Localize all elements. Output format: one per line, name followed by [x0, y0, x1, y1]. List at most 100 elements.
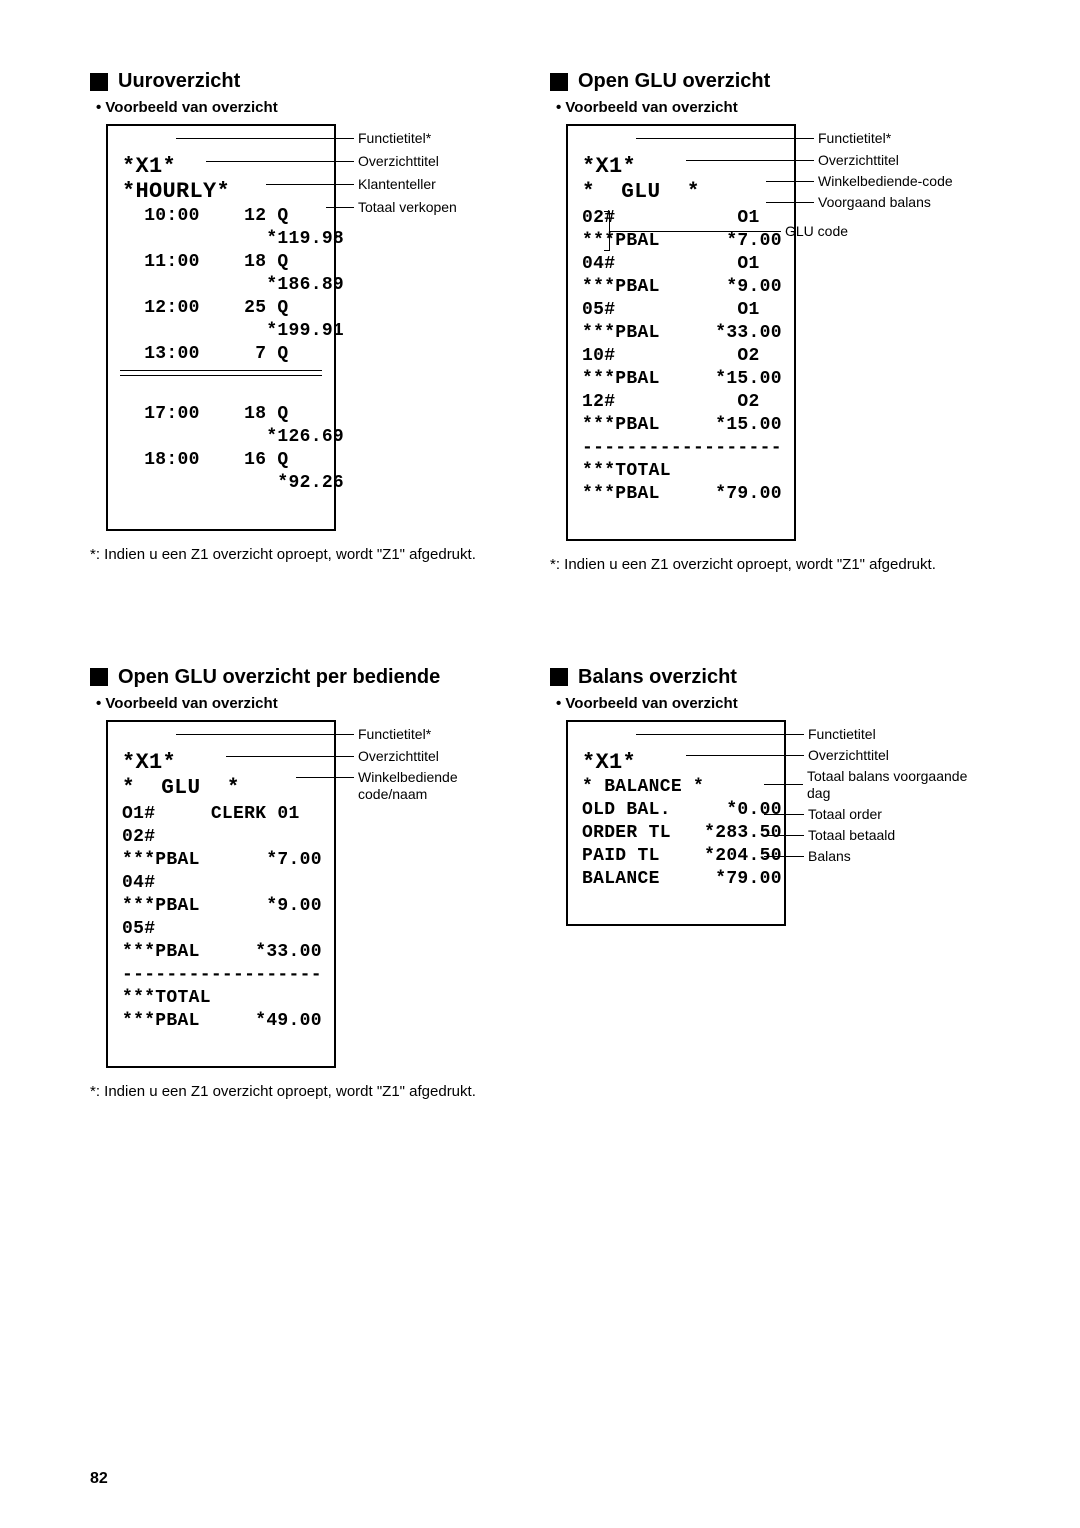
r3-l12: ***PBAL *49.00 — [122, 1011, 322, 1031]
r1-l4: *119.98 — [122, 229, 344, 249]
ann-row: Functietitel* — [176, 130, 457, 147]
square-bullet-icon — [90, 73, 108, 91]
r3-l6: 04# — [122, 873, 155, 893]
ann-overzichttitel: Overzichttitel — [358, 748, 439, 765]
annotations: Functietitel* Overzichttitel Klantentell… — [176, 130, 457, 216]
ann-overzichttitel: Overzichttitel — [818, 152, 899, 169]
r1-l7: 12:00 25 Q — [122, 298, 289, 318]
annotations: Functietitel Overzichttitel Totaal balan… — [636, 726, 990, 866]
ann-overzichttitel: Overzichttitel — [808, 747, 889, 764]
ann-overzichttitel: Overzichttitel — [358, 153, 439, 170]
subtitle: • Voorbeeld van overzicht — [556, 695, 990, 712]
section-open-glu-per-bediende: Open GLU overzicht per bediende • Voorbe… — [90, 666, 530, 1103]
note: *: Indien u een Z1 overzicht oproept, wo… — [90, 545, 480, 565]
annotations: Functietitel* Overzichttitel Winkelbedie… — [176, 726, 468, 803]
r2-l9: 10# O2 — [582, 346, 760, 366]
page-number: 82 — [90, 1470, 108, 1488]
subtitle: • Voorbeeld van overzicht — [556, 99, 990, 116]
r2-l15: ***PBAL *79.00 — [582, 484, 782, 504]
r2-l11: 12# O2 — [582, 392, 760, 412]
figure: *X1* * GLU * O1# CLERK 01 02# ***PBAL *7… — [106, 720, 530, 1068]
ann-row: Functietitel — [636, 726, 990, 743]
ann-winkelbediende-code: Winkelbediende-code — [818, 173, 953, 190]
ann-row: Balans — [636, 848, 990, 865]
r1-l11: 17:00 18 Q — [122, 404, 289, 424]
r1-l8: *199.91 — [122, 321, 344, 341]
ann-voorgaand-balans: Voorgaand balans — [818, 194, 931, 211]
note: *: Indien u een Z1 overzicht oproept, wo… — [90, 1082, 480, 1102]
square-bullet-icon — [550, 668, 568, 686]
r2-l1: *X1* — [582, 154, 636, 179]
ann-totaal-balans: Totaal balans voorgaande dag — [807, 768, 990, 802]
ann-totaal-betaald: Totaal betaald — [808, 827, 895, 844]
ann-row: Totaal balans voorgaande dag — [636, 768, 990, 802]
ann-functietitel: Functietitel* — [358, 726, 431, 743]
ann-functietitel: Functietitel — [808, 726, 876, 743]
ann-balans: Balans — [808, 848, 851, 865]
r1-l12: *126.69 — [122, 427, 344, 447]
section-balans-overzicht: Balans overzicht • Voorbeeld van overzic… — [550, 666, 990, 1103]
subtitle: • Voorbeeld van overzicht — [96, 99, 530, 116]
ann-row: Klantenteller — [176, 176, 457, 193]
section-title: Uuroverzicht — [90, 70, 530, 93]
ann-row: Totaal order — [636, 806, 990, 823]
r3-l7: ***PBAL *9.00 — [122, 896, 322, 916]
square-bullet-icon — [550, 73, 568, 91]
r2-l14: ***TOTAL — [582, 461, 671, 481]
ann-totaal-verkopen: Totaal verkopen — [358, 199, 457, 216]
title-text: Open GLU overzicht per bediende — [118, 666, 440, 689]
title-text: Uuroverzicht — [118, 70, 240, 93]
square-bullet-icon — [90, 668, 108, 686]
r3-l9: ***PBAL *33.00 — [122, 942, 322, 962]
ann-row: Functietitel* — [636, 130, 953, 147]
ann-functietitel: Functietitel* — [358, 130, 431, 147]
subtitle: • Voorbeeld van overzicht — [96, 695, 530, 712]
section-title: Open GLU overzicht — [550, 70, 990, 93]
r1-l5: 11:00 18 Q — [122, 252, 289, 272]
title-text: Open GLU overzicht — [578, 70, 770, 93]
note-text: *: Indien u een Z1 overzicht oproept, wo… — [90, 1082, 476, 1102]
r3-l10: ------------------ — [122, 965, 322, 985]
r3-l1: *X1* — [122, 750, 176, 775]
r3-l11: ***TOTAL — [122, 988, 211, 1008]
note: *: Indien u een Z1 overzicht oproept, wo… — [550, 555, 940, 575]
section-uuroverzicht: Uuroverzicht • Voorbeeld van overzicht *… — [90, 70, 530, 576]
r3-l3: O1# CLERK 01 — [122, 804, 300, 824]
r1-l6: *186.89 — [122, 275, 344, 295]
note-text: *: Indien u een Z1 overzicht oproept, wo… — [550, 555, 936, 575]
ann-row: Overzichttitel — [636, 152, 953, 169]
ann-totaal-order: Totaal order — [808, 806, 882, 823]
r2-l12: ***PBAL *15.00 — [582, 415, 782, 435]
title-text: Balans overzicht — [578, 666, 737, 689]
page-sections: Uuroverzicht • Voorbeeld van overzicht *… — [90, 70, 990, 1102]
r1-l9: 13:00 7 Q — [122, 344, 289, 364]
section-title: Open GLU overzicht per bediende — [90, 666, 530, 689]
ann-glu-code: GLU code — [785, 223, 848, 240]
ann-row: Voorgaand balans — [636, 194, 953, 211]
ann-row: Totaal verkopen — [176, 199, 457, 216]
figure: *X1* * GLU * 02# O1 ***PBAL *7.00 04# O1… — [566, 124, 990, 541]
ann-row: Overzichttitel — [636, 747, 990, 764]
ann-row: Totaal betaald — [636, 827, 990, 844]
r4-l1: *X1* — [582, 750, 636, 775]
ann-row: Winkelbediende-code — [636, 173, 953, 190]
ann-row: Overzichttitel — [176, 153, 457, 170]
r4-l6: BALANCE *79.00 — [582, 869, 782, 889]
ann-row: Overzichttitel — [176, 748, 468, 765]
ann-row: GLU code — [604, 211, 953, 251]
figure: *X1* * BALANCE * OLD BAL. *0.00 ORDER TL… — [566, 720, 990, 926]
annotations: Functietitel* Overzichttitel Winkelbedie… — [636, 130, 953, 251]
r2-l5: 04# O1 — [582, 254, 760, 274]
r1-l13: 18:00 16 Q — [122, 450, 289, 470]
r3-l4: 02# — [122, 827, 155, 847]
note-text: *: Indien u een Z1 overzicht oproept, wo… — [90, 545, 476, 565]
ann-winkelbediende-naam: Winkelbediende code/naam — [358, 769, 468, 803]
section-title: Balans overzicht — [550, 666, 990, 689]
r2-l13: ------------------ — [582, 438, 782, 458]
figure: *X1* *HOURLY* 10:00 12 Q *119.98 11:00 1… — [106, 124, 530, 531]
r2-l6: ***PBAL *9.00 — [582, 277, 782, 297]
ann-functietitel: Functietitel* — [818, 130, 891, 147]
ann-row: Winkelbediende code/naam — [176, 769, 468, 803]
r2-l8: ***PBAL *33.00 — [582, 323, 782, 343]
r1-l1: *X1* — [122, 154, 176, 179]
